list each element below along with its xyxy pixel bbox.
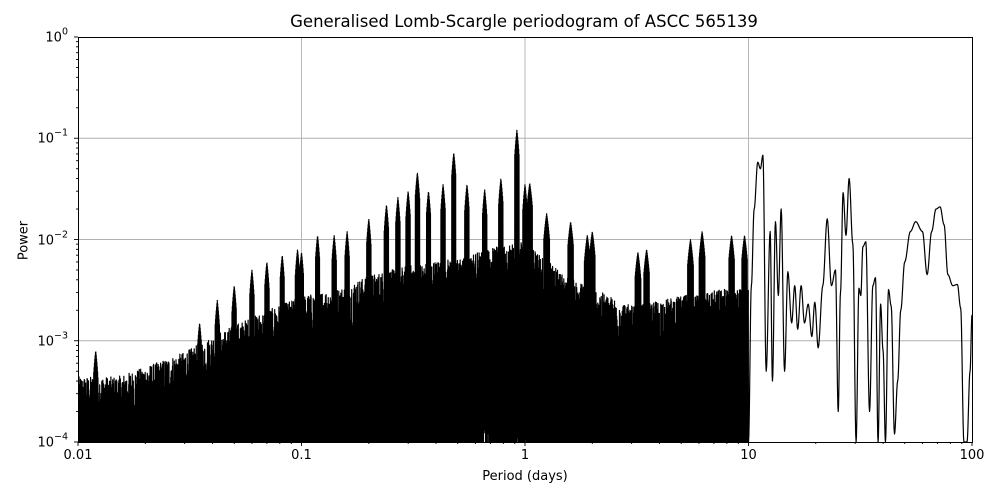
periodogram-line bbox=[78, 129, 972, 442]
x-axis-label: Period (days) bbox=[482, 469, 568, 484]
x-tick-label: 100 bbox=[959, 448, 985, 463]
y-tick-label: 10−1 bbox=[37, 127, 68, 147]
x-tick-label: 0.01 bbox=[63, 448, 93, 463]
x-tick-label: 0.1 bbox=[291, 448, 312, 463]
x-tick-label: 1 bbox=[520, 448, 530, 463]
y-tick-label: 10−3 bbox=[37, 330, 68, 350]
y-tick-label: 10−2 bbox=[37, 228, 68, 249]
axes-frame bbox=[78, 37, 973, 443]
y-axis-label: Power bbox=[16, 220, 32, 261]
chart-title: Generalised Lomb-Scargle periodogram of … bbox=[290, 12, 758, 31]
y-tick-label: 10−4 bbox=[37, 431, 68, 451]
y-tick-label: 100 bbox=[45, 26, 68, 46]
x-tick-label: 10 bbox=[740, 448, 757, 463]
